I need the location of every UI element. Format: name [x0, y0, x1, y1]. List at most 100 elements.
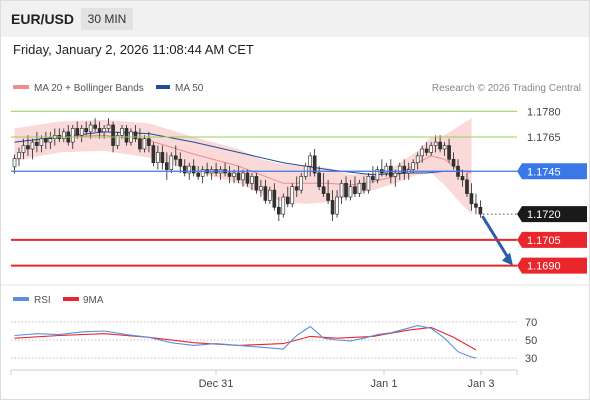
candle-body	[187, 165, 192, 174]
candle	[451, 152, 456, 170]
candle	[277, 197, 281, 221]
price-plot	[12, 118, 513, 266]
candle	[366, 173, 371, 194]
candle-body	[451, 158, 456, 167]
candle	[420, 145, 424, 163]
candle	[469, 183, 474, 211]
candle-body	[79, 128, 84, 136]
ma20-legend-label: MA 20 + Bollinger Bands	[34, 83, 144, 94]
candle-body	[272, 189, 277, 208]
candle-body	[35, 141, 39, 146]
candle	[259, 179, 263, 197]
candle	[348, 179, 353, 201]
candle-body	[371, 176, 375, 181]
candle	[357, 179, 362, 197]
candle-body	[447, 145, 451, 160]
candle	[44, 131, 48, 149]
candle-body	[30, 141, 35, 150]
candle	[339, 179, 344, 204]
candle-body	[357, 182, 362, 194]
bollinger-band	[14, 118, 472, 215]
candle-body	[339, 182, 344, 198]
candle-body	[268, 189, 272, 201]
candle-body	[191, 165, 196, 174]
candle-body	[362, 182, 366, 191]
candle-body	[160, 152, 165, 164]
candle-body	[420, 148, 424, 157]
candle-body	[147, 138, 151, 146]
candle	[160, 145, 165, 170]
candle	[133, 125, 138, 143]
candle-body	[317, 172, 321, 188]
x-tick-label: Jan 1	[371, 378, 398, 390]
candle	[460, 169, 465, 187]
candle-body	[281, 196, 286, 215]
candle	[120, 125, 124, 139]
candle-body	[397, 165, 402, 174]
candle	[165, 152, 169, 180]
candle	[88, 121, 93, 139]
candle	[424, 142, 429, 156]
candle	[102, 125, 106, 139]
candle	[415, 152, 420, 170]
candle-body	[151, 145, 156, 164]
candle	[308, 152, 312, 177]
x-tick-label: Jan 3	[468, 378, 495, 390]
candle-body	[384, 165, 389, 174]
rsi-tick-label: 30	[525, 353, 537, 365]
candle	[75, 121, 80, 139]
candle	[317, 166, 321, 191]
candle-body	[39, 138, 44, 146]
instrument-title: EUR/USD	[11, 11, 75, 27]
levels-group: 1.1780 1.1765 1.1745 1.1720 1.1705 1.1690	[11, 106, 587, 274]
timeframe-button[interactable]: 30 MIN	[81, 8, 133, 30]
candle	[294, 176, 299, 197]
rsi-ma-line	[14, 326, 477, 351]
candle-body	[115, 134, 120, 146]
candle-body	[460, 176, 465, 181]
candle	[250, 173, 254, 191]
candle-body	[277, 206, 281, 215]
candle	[312, 149, 317, 177]
timestamp: Friday, January 2, 2026 11:08:44 AM CET	[13, 42, 254, 57]
candle	[97, 121, 102, 139]
ma50-legend-label: MA 50	[175, 83, 204, 94]
candle-body	[61, 131, 66, 140]
candle-body	[111, 124, 115, 146]
candle-body	[308, 155, 312, 167]
candle	[254, 173, 259, 194]
ma50-legend-swatch	[156, 85, 170, 89]
candle-body	[138, 138, 142, 150]
projection-arrow	[481, 215, 510, 259]
candle	[142, 135, 147, 153]
rsi-line	[14, 325, 477, 359]
candle	[227, 166, 232, 184]
candle-body	[88, 124, 93, 133]
copyright-text: Research © 2026 Trading Central	[432, 83, 581, 94]
price-tag	[517, 257, 587, 274]
candle	[147, 131, 151, 153]
candle-body	[263, 186, 268, 201]
candle-body	[156, 152, 160, 164]
candle	[236, 166, 241, 184]
candle-body	[48, 138, 53, 143]
candle	[447, 138, 451, 163]
candle	[402, 159, 407, 180]
rsi-tick-label: 50	[525, 335, 537, 347]
candle-body	[433, 141, 438, 146]
candle-body	[44, 138, 48, 143]
candle-body	[173, 155, 178, 160]
candle-body	[330, 200, 335, 215]
candle-body	[285, 196, 290, 205]
candle-body	[133, 131, 138, 140]
price-tag-label: 1.1720	[527, 209, 561, 221]
candle	[290, 183, 295, 208]
candle	[330, 190, 335, 221]
candle	[241, 169, 245, 187]
candle	[93, 118, 97, 132]
candle-body	[93, 124, 97, 129]
rsi-ma-legend-label: 9MA	[83, 295, 104, 306]
price-tag	[517, 231, 587, 248]
candle	[196, 166, 200, 180]
